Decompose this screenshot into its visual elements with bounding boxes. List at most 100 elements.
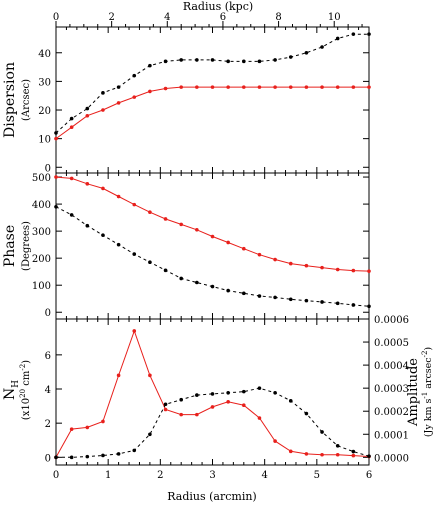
data-point <box>69 176 74 181</box>
nh-ylabel-sub: H <box>11 380 21 388</box>
data-point <box>163 407 168 412</box>
top-axis-ticks: 0 2 4 6 8 10 <box>53 12 363 27</box>
data-point <box>101 186 105 191</box>
data-point <box>116 452 121 456</box>
series-line <box>56 387 370 458</box>
data-point <box>132 73 137 78</box>
data-point <box>288 399 293 403</box>
right-y-tick-label: 0.0003 <box>374 384 409 395</box>
data-point <box>179 58 183 62</box>
data-point <box>257 294 262 298</box>
data-point <box>69 116 74 121</box>
data-point <box>226 85 230 89</box>
dispersion-ylabel-unit: (Arcsec) <box>21 79 32 121</box>
data-point <box>85 223 90 228</box>
top-tick-label: 4 <box>164 12 170 23</box>
svg-text:(x1020 cm-2): (x1020 cm-2) <box>19 360 32 420</box>
data-point <box>54 136 58 141</box>
data-point <box>257 252 262 257</box>
data-point <box>304 298 309 303</box>
data-point <box>116 242 121 247</box>
data-point <box>210 284 215 289</box>
data-point <box>226 288 230 293</box>
data-point <box>226 59 230 64</box>
data-point <box>210 392 215 396</box>
panel-phase-frame <box>55 172 370 320</box>
data-point <box>210 405 215 409</box>
data-point <box>226 390 230 395</box>
data-point <box>195 393 199 397</box>
data-point <box>163 268 168 273</box>
y-tick-label: 300 <box>32 227 51 238</box>
right-y-tick-label: 0.0006 <box>374 315 409 326</box>
phase-ylabel-unit: (Degrees) <box>21 221 32 271</box>
data-point <box>148 63 152 68</box>
data-point <box>351 32 356 36</box>
x-tick-label: 0 <box>53 470 59 481</box>
data-point <box>335 267 340 272</box>
data-point <box>101 453 105 458</box>
data-point <box>195 412 199 417</box>
right-y-tick-label: 0.0000 <box>374 453 409 464</box>
data-point <box>288 449 293 454</box>
series-line <box>55 33 369 134</box>
series-line <box>55 206 370 307</box>
y-tick-label: 2 <box>45 419 51 430</box>
data-point <box>179 276 183 281</box>
data-point <box>335 36 340 41</box>
data-point <box>304 85 309 89</box>
data-point <box>320 430 324 434</box>
data-point <box>163 86 168 91</box>
data-point <box>148 260 152 265</box>
data-point <box>179 85 183 89</box>
y-tick-label: 20 <box>38 106 51 117</box>
data-point <box>116 85 121 89</box>
data-point <box>69 427 74 431</box>
data-point <box>101 233 105 237</box>
x-tick-label: 4 <box>261 470 267 481</box>
right-y-tick-label: 0.0002 <box>374 407 409 418</box>
data-point <box>335 452 340 457</box>
data-point <box>288 85 293 89</box>
panel-dispersion-frame <box>55 26 370 174</box>
y-tick-label: 100 <box>32 281 51 292</box>
data-point <box>69 125 74 129</box>
bottom-axis-title: Radius (arcmin) <box>167 490 256 503</box>
data-point <box>132 202 137 207</box>
x-tick-label: 5 <box>314 470 320 481</box>
amplitude-ylabel: Amplitude <box>406 358 421 427</box>
data-point <box>288 55 293 59</box>
data-point <box>148 432 152 437</box>
right-y-tick-label: 0.0001 <box>374 430 409 441</box>
svg-text:NH: NH <box>2 380 21 400</box>
top-tick-label: 2 <box>108 12 114 23</box>
data-point <box>179 412 183 417</box>
y-tick-label: 4 <box>45 385 51 396</box>
panel-column-density: 02460.00000.00010.00020.00030.00040.0005… <box>45 315 409 481</box>
series-line <box>55 176 370 272</box>
data-point <box>351 303 356 307</box>
data-point <box>69 213 74 217</box>
top-tick-label: 8 <box>275 12 281 23</box>
data-point <box>195 227 199 232</box>
data-point <box>132 448 137 453</box>
data-point <box>210 85 215 89</box>
panel-dispersion: 0 10 20 30 40 <box>38 27 371 174</box>
data-point <box>132 329 137 333</box>
x-tick-label: 2 <box>157 470 163 481</box>
data-point <box>85 113 90 118</box>
data-point <box>242 403 246 408</box>
data-point <box>54 455 58 460</box>
data-point <box>320 85 324 89</box>
data-point <box>351 85 356 89</box>
y-tick-label: 40 <box>38 49 51 60</box>
data-point <box>195 280 199 285</box>
data-point <box>242 291 246 296</box>
data-point <box>273 257 277 262</box>
x-tick-label: 1 <box>105 470 111 481</box>
panel-nh-frame <box>55 318 370 466</box>
svg-text:(Jy km s-1 arcsec-2): (Jy km s-1 arcsec-2) <box>421 347 434 437</box>
data-point <box>195 85 199 89</box>
data-point <box>242 246 246 251</box>
data-point <box>163 402 168 407</box>
